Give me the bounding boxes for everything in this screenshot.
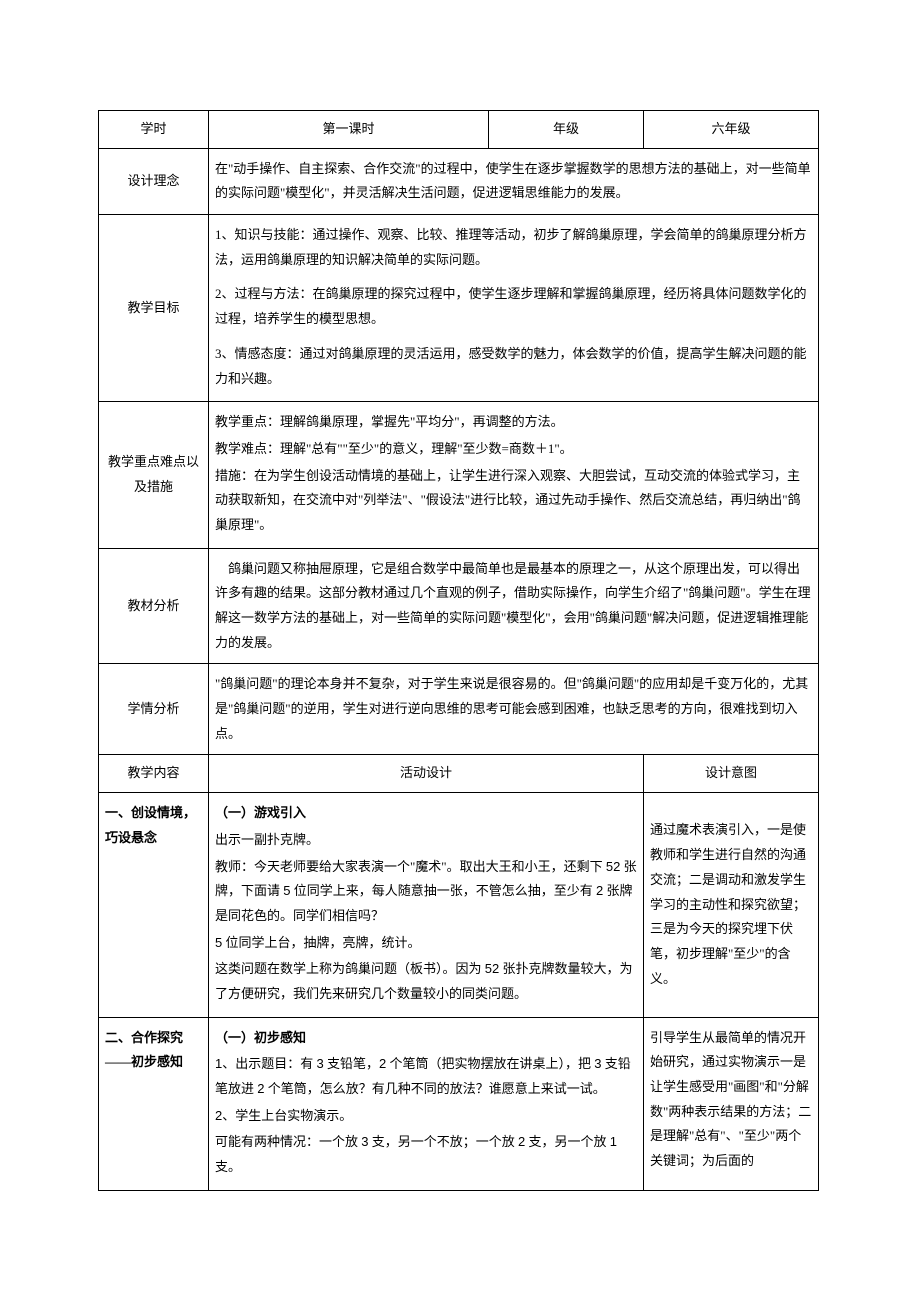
label-teaching-goal: 教学目标: [99, 215, 209, 402]
row-design-concept: 设计理念 在"动手操作、自主探索、合作交流"的过程中，使学生在逐步掌握数学的思想…: [99, 148, 819, 214]
value-period: 第一课时: [209, 111, 489, 149]
s1-p1: 出示一副扑克牌。: [215, 828, 637, 853]
label-period: 学时: [99, 111, 209, 149]
s2-p3: 可能有两种情况：一个放 3 支，另一个不放；一个放 2 支，另一个放 1 支。: [215, 1130, 637, 1179]
kp-p1: 教学重点：理解鸽巢原理，掌握先"平均分"，再调整的方法。: [215, 410, 812, 435]
row-teaching-goal: 教学目标 1、知识与技能：通过操作、观察、比较、推理等活动，初步了解鸽巢原理，学…: [99, 215, 819, 402]
row-learner-analysis: 学情分析 "鸽巢问题"的理论本身并不复杂，对于学生来说是很容易的。但"鸽巢问题"…: [99, 664, 819, 755]
s1-p4: 这类问题在数学上称为鸽巢问题（板书）。因为 52 张扑克牌数量较大，为了方便研究…: [215, 957, 637, 1006]
s2-p2: 2、学生上台实物演示。: [215, 1104, 637, 1129]
s1-title: （一）游戏引入: [215, 801, 637, 826]
label-activity: 活动设计: [209, 755, 644, 793]
label-key-points: 教学重点难点以及措施: [99, 402, 209, 548]
content-design-concept: 在"动手操作、自主探索、合作交流"的过程中，使学生在逐步掌握数学的思想方法的基础…: [209, 148, 819, 214]
kp-p3: 措施：在为学生创设活动情境的基础上，让学生进行深入观察、大胆尝试，互动交流的体验…: [215, 464, 812, 538]
content-learner-analysis: "鸽巢问题"的理论本身并不复杂，对于学生来说是很容易的。但"鸽巢问题"的应用却是…: [209, 664, 819, 755]
label-intent: 设计意图: [644, 755, 819, 793]
label-grade: 年级: [489, 111, 644, 149]
kp-p2: 教学难点：理解"总有""至少"的意义，理解"至少数=商数＋1"。: [215, 437, 812, 462]
goal-p2: 2、过程与方法：在鸽巢原理的探究过程中，使学生逐步理解和掌握鸽巢原理，经历将具体…: [215, 282, 812, 331]
row-material-analysis: 教材分析 鸽巢问题又称抽屉原理，它是组合数学中最简单也是最基本的原理之一，从这个…: [99, 548, 819, 664]
section1-mid: （一）游戏引入 出示一副扑克牌。 教师：今天老师要给大家表演一个"魔术"。取出大…: [209, 793, 644, 1018]
label-content: 教学内容: [99, 755, 209, 793]
row-section1: 一、创设情境，巧设悬念 （一）游戏引入 出示一副扑克牌。 教师：今天老师要给大家…: [99, 793, 819, 1018]
content-teaching-goal: 1、知识与技能：通过操作、观察、比较、推理等活动，初步了解鸽巢原理，学会简单的鸽…: [209, 215, 819, 402]
section2-mid: （一）初步感知 1、出示题目：有 3 支铅笔，2 个笔筒（把实物摆放在讲桌上），…: [209, 1017, 644, 1190]
content-key-points: 教学重点：理解鸽巢原理，掌握先"平均分"，再调整的方法。 教学难点：理解"总有"…: [209, 402, 819, 548]
row-key-points: 教学重点难点以及措施 教学重点：理解鸽巢原理，掌握先"平均分"，再调整的方法。 …: [99, 402, 819, 548]
lesson-plan-table: 学时 第一课时 年级 六年级 设计理念 在"动手操作、自主探索、合作交流"的过程…: [98, 110, 819, 1191]
label-design-concept: 设计理念: [99, 148, 209, 214]
goal-p1: 1、知识与技能：通过操作、观察、比较、推理等活动，初步了解鸽巢原理，学会简单的鸽…: [215, 223, 812, 272]
s1-p2: 教师：今天老师要给大家表演一个"魔术"。取出大王和小王，还剩下 52 张牌，下面…: [215, 855, 637, 929]
row-section2: 二、合作探究——初步感知 （一）初步感知 1、出示题目：有 3 支铅笔，2 个笔…: [99, 1017, 819, 1190]
label-material-analysis: 教材分析: [99, 548, 209, 664]
row-content-header: 教学内容 活动设计 设计意图: [99, 755, 819, 793]
section2-left: 二、合作探究——初步感知: [99, 1017, 209, 1190]
s2-p1: 1、出示题目：有 3 支铅笔，2 个笔筒（把实物摆放在讲桌上），把 3 支铅笔放…: [215, 1052, 637, 1101]
s1-p3: 5 位同学上台，抽牌，亮牌，统计。: [215, 931, 637, 956]
header-row: 学时 第一课时 年级 六年级: [99, 111, 819, 149]
value-grade: 六年级: [644, 111, 819, 149]
section1-right: 通过魔术表演引入，一是使教师和学生进行自然的沟通交流；二是调动和激发学生学习的主…: [644, 793, 819, 1018]
label-learner-analysis: 学情分析: [99, 664, 209, 755]
section2-right: 引导学生从最简单的情况开始研究，通过实物演示一是让学生感受用"画图"和"分解数"…: [644, 1017, 819, 1190]
s2-title: （一）初步感知: [215, 1026, 637, 1051]
section1-left: 一、创设情境，巧设悬念: [99, 793, 209, 1018]
goal-p3: 3、情感态度：通过对鸽巢原理的灵活运用，感受数学的魅力，体会数学的价值，提高学生…: [215, 342, 812, 391]
content-material-analysis: 鸽巢问题又称抽屉原理，它是组合数学中最简单也是最基本的原理之一，从这个原理出发，…: [209, 548, 819, 664]
